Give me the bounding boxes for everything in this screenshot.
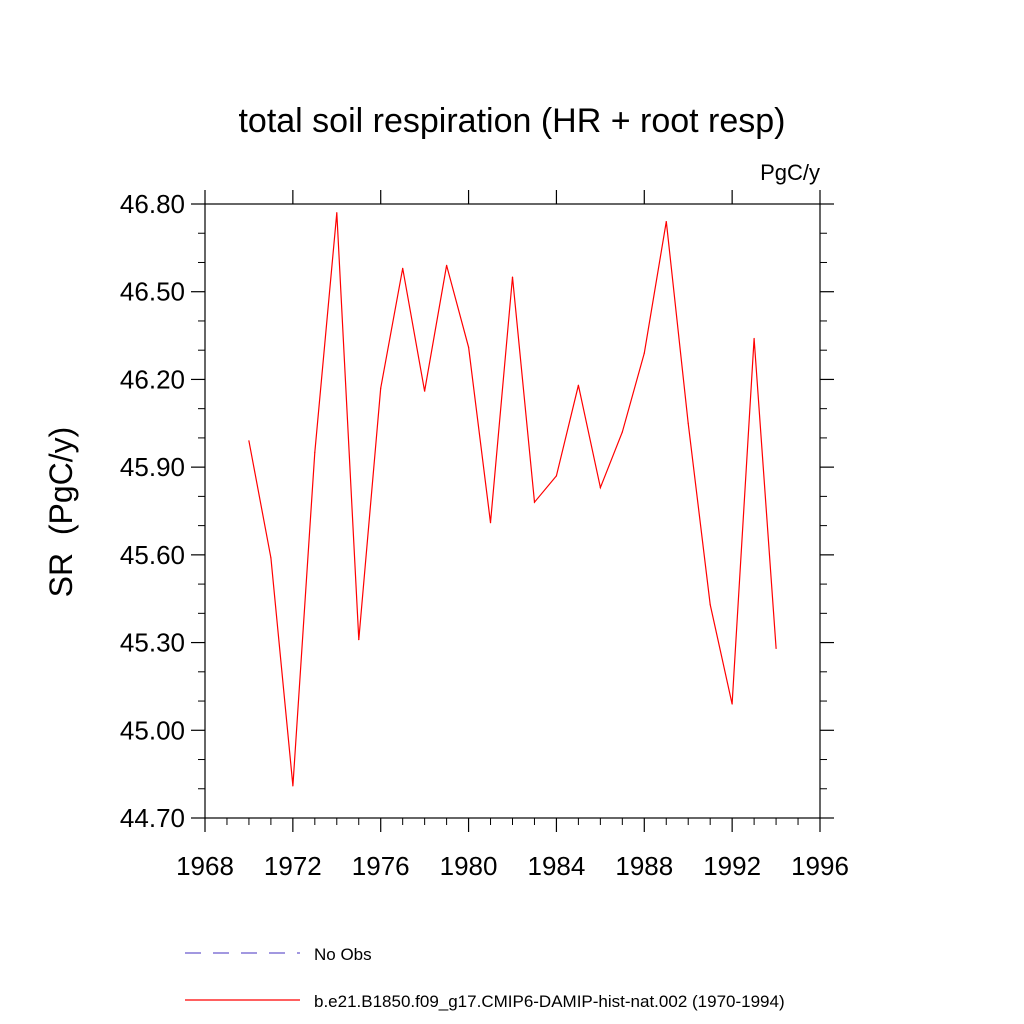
data-point [709, 603, 711, 606]
y-tick-label: 45.00 [120, 715, 185, 745]
y-tick-label: 46.20 [120, 364, 185, 394]
data-point [292, 785, 294, 787]
axis-tick-labels: 1968 1972 1976 1980 1984 1988 1992 1996 44.70 45.… [120, 189, 849, 881]
data-point [446, 264, 448, 266]
y-tick-label: 45.90 [120, 452, 185, 482]
data-point [621, 431, 623, 433]
data-point [358, 639, 360, 641]
data-point [731, 703, 733, 705]
series-line [248, 212, 777, 786]
data-point [577, 384, 579, 386]
data-point [753, 337, 755, 340]
data-point [336, 212, 338, 214]
data-point [424, 390, 426, 392]
data-point [533, 501, 536, 503]
legend-label: b.e21.B1850.f09_g17.CMIP6-DAMIP-hist-nat… [314, 992, 785, 1011]
x-tick-label: 1972 [264, 851, 322, 881]
units-label: PgC/y [760, 160, 820, 185]
data-point [402, 267, 404, 269]
data-point [775, 647, 777, 650]
x-tick-label: 1980 [440, 851, 498, 881]
y-axis-label: SR (PgC/y) [43, 427, 79, 598]
x-tick-label: 1992 [703, 851, 761, 881]
data-point [270, 557, 272, 559]
axis-ticks [191, 190, 834, 832]
series-layer [248, 212, 777, 787]
x-tick-label: 1976 [352, 851, 410, 881]
x-tick-label: 1968 [176, 851, 234, 881]
data-point [380, 387, 382, 389]
x-tick-label: 1988 [615, 851, 673, 881]
x-tick-label: 1996 [791, 851, 849, 881]
data-point [687, 422, 689, 424]
data-point [511, 276, 514, 278]
y-tick-label: 46.80 [120, 189, 185, 219]
data-point [599, 487, 601, 489]
legend: No Obs b.e21.B1850.f09_g17.CMIP6-DAMIP-hi… [185, 945, 785, 1011]
y-tick-label: 45.60 [120, 540, 185, 570]
data-point [467, 346, 470, 348]
data-point [489, 522, 492, 524]
chart-title: total soil respiration (HR + root resp) [238, 102, 785, 140]
data-point [665, 220, 667, 223]
data-point [643, 352, 645, 354]
x-tick-label: 1984 [528, 851, 586, 881]
y-tick-label: 46.50 [120, 277, 185, 307]
y-tick-label: 45.30 [120, 628, 185, 658]
legend-label: No Obs [314, 945, 372, 964]
y-tick-label: 44.70 [120, 803, 185, 833]
data-point [555, 475, 558, 477]
data-point [248, 440, 250, 442]
data-point [314, 451, 316, 454]
